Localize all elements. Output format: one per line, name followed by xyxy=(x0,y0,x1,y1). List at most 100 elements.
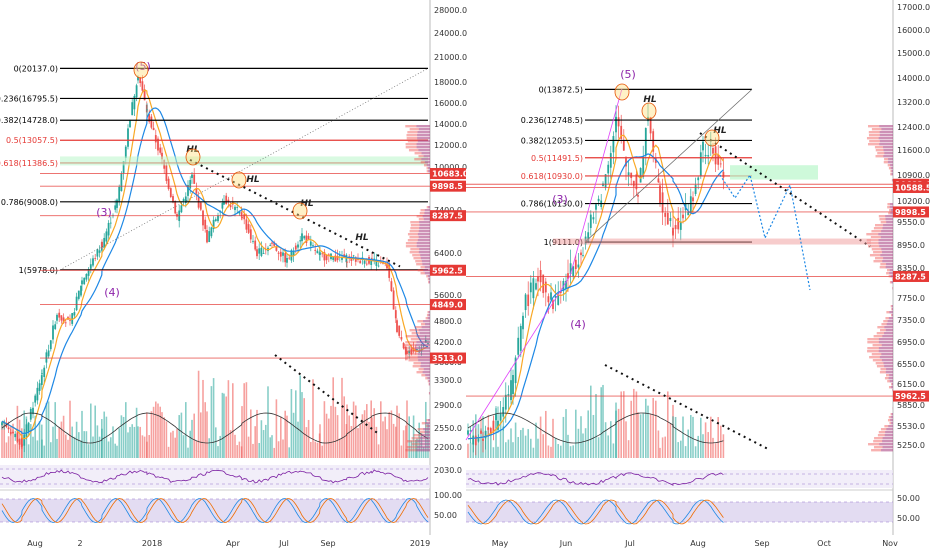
right-volume-bar xyxy=(685,446,687,458)
right-y-tick-label: 6950.0 xyxy=(897,338,925,347)
right-volume-profile-bar xyxy=(881,230,893,232)
left-y-tick-label: 28000.0 xyxy=(434,6,467,15)
right-volume-profile-bar xyxy=(885,215,893,217)
right-candle-body xyxy=(692,197,694,201)
right-volume-bar xyxy=(613,443,615,458)
right-volume-bar xyxy=(490,433,492,458)
left-x-tick-label: Jul xyxy=(278,539,289,548)
left-fib-label: 0.382(14728.0) xyxy=(0,116,58,125)
right-volume-profile-bar xyxy=(886,428,893,430)
left-volume-bar xyxy=(86,431,88,458)
left-volume-bar xyxy=(121,415,123,458)
left-candle-body xyxy=(153,128,155,130)
left-highlight-circle xyxy=(186,149,200,165)
left-candle-body xyxy=(230,205,232,207)
left-volume-bar xyxy=(355,405,357,458)
left-y-tick-label: 18000.0 xyxy=(434,78,467,87)
left-y-tick-label: 2900.0 xyxy=(434,401,462,410)
right-volume-bar xyxy=(600,387,602,458)
left-candle-body xyxy=(81,280,83,284)
left-candle-body xyxy=(215,219,217,221)
right-candle-body xyxy=(707,155,709,156)
right-volume-bar xyxy=(715,443,717,458)
left-volume-bar xyxy=(65,435,67,458)
left-volume-profile-bar xyxy=(417,245,430,247)
left-volume-profile-bar xyxy=(422,152,430,154)
left-volume-profile-bar xyxy=(420,437,430,439)
left-volume-bar xyxy=(28,444,30,458)
left-volume-profile-bar xyxy=(421,158,430,160)
left-volume-profile-bar xyxy=(422,260,430,262)
right-candle-body xyxy=(510,380,512,400)
right-volume-profile-bar xyxy=(879,143,893,145)
right-volume-bar xyxy=(682,417,684,458)
left-volume-bar xyxy=(213,378,215,458)
left-candle-body xyxy=(202,211,204,226)
left-y-tick-label: 24000.0 xyxy=(434,29,467,38)
left-volume-bar xyxy=(393,424,395,458)
right-volume-profile-bar xyxy=(883,257,893,259)
left-candle-body xyxy=(61,315,63,320)
left-candle-body xyxy=(228,200,230,202)
right-volume-profile-bar xyxy=(879,338,893,340)
right-candle-body xyxy=(537,277,539,282)
left-volume-bar xyxy=(308,420,310,458)
right-volume-profile-bar xyxy=(879,239,893,241)
left-volume-bar xyxy=(134,427,136,458)
left-volume-profile-bar xyxy=(418,233,430,235)
left-volume-profile-bar xyxy=(425,272,430,274)
left-volume-bar xyxy=(248,437,250,458)
right-candle-body xyxy=(720,164,722,165)
left-volume-bar xyxy=(14,444,16,458)
left-annotation: HL xyxy=(246,175,260,185)
right-volume-profile-bar xyxy=(885,434,893,436)
right-x-tick-label: Sep xyxy=(754,539,769,548)
left-volume-bar xyxy=(421,433,423,458)
left-candle-body xyxy=(332,257,334,260)
left-price-tag-label: 3513.0 xyxy=(432,354,463,363)
right-candle-body xyxy=(535,283,537,289)
right-volume-bar xyxy=(595,394,597,458)
left-volume-bar xyxy=(125,402,127,458)
right-volume-profile-bar xyxy=(880,134,893,136)
left-volume-bar xyxy=(263,430,265,458)
left-volume-bar xyxy=(170,432,172,458)
right-volume-bar xyxy=(505,442,507,458)
right-volume-bar xyxy=(552,419,554,458)
right-volume-bar xyxy=(633,389,635,458)
right-fib-label: 0.236(12748.5) xyxy=(521,116,583,125)
left-candle-body xyxy=(276,247,278,251)
left-candle-body xyxy=(312,245,314,246)
left-volume-bar xyxy=(103,412,105,458)
right-volume-bar xyxy=(470,443,472,458)
right-volume-bar xyxy=(670,424,672,458)
left-volume-bar xyxy=(378,444,380,458)
left-candle-body xyxy=(204,220,206,229)
right-candle-body xyxy=(593,217,595,219)
left-volume-bar xyxy=(225,396,227,458)
left-volume-profile-bar xyxy=(420,443,430,445)
left-volume-profile-bar xyxy=(417,449,430,451)
left-volume-bar xyxy=(267,386,269,458)
left-candle-body xyxy=(58,313,60,318)
left-y-tick-label: 3300.0 xyxy=(434,376,462,385)
right-volume-profile-bar xyxy=(879,350,893,352)
left-candle-body xyxy=(83,278,85,284)
left-volume-bar xyxy=(312,379,314,458)
left-volume-bar xyxy=(118,428,120,458)
left-volume-bar xyxy=(58,428,60,458)
right-candle-body xyxy=(533,278,535,298)
right-volume-profile-bar xyxy=(890,164,893,166)
right-candle-body xyxy=(675,225,677,229)
left-candle-body xyxy=(236,207,238,208)
right-volume-bar xyxy=(680,441,682,458)
left-volume-bar xyxy=(401,446,403,458)
right-volume-profile-bar xyxy=(886,371,893,373)
left-candle-body xyxy=(299,240,301,241)
right-fib-label: 0(13872.5) xyxy=(539,85,583,94)
left-volume-bar xyxy=(250,409,252,458)
right-volume-profile-bar xyxy=(884,332,893,334)
left-candle-body xyxy=(146,110,148,111)
left-volume-bar xyxy=(239,442,241,458)
right-volume-profile-bar xyxy=(889,311,893,313)
